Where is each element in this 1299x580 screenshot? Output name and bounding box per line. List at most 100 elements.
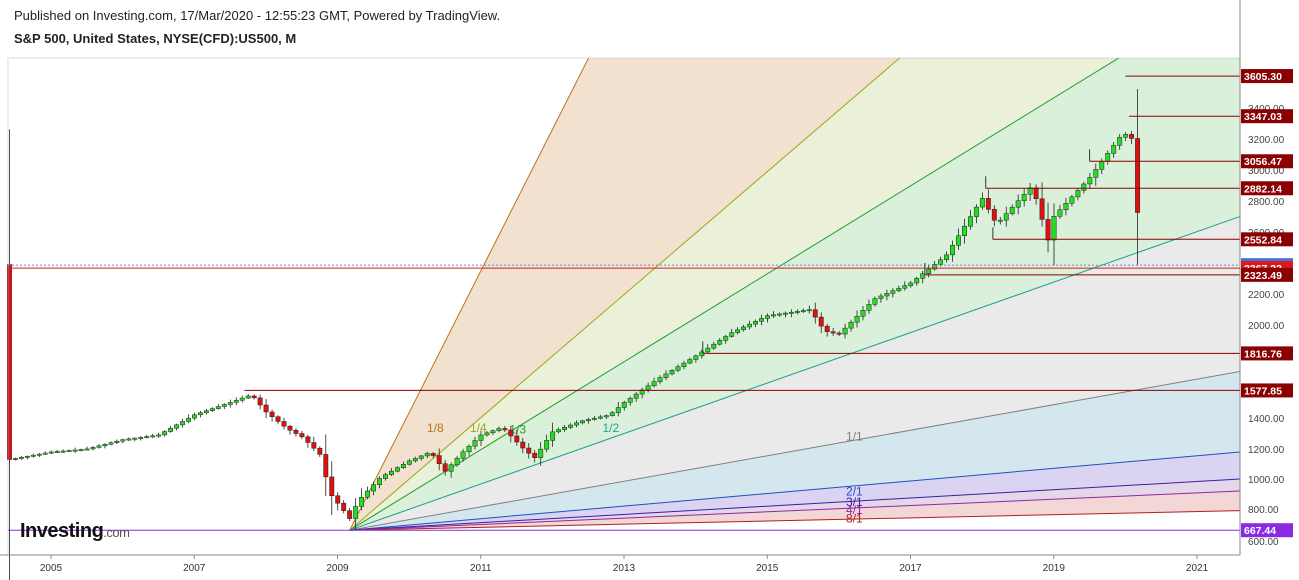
candle-body bbox=[759, 318, 764, 322]
y-tick-label: 3200.00 bbox=[1248, 135, 1285, 146]
candle-body bbox=[854, 315, 860, 323]
candle-body bbox=[24, 456, 30, 458]
candle-body bbox=[12, 458, 18, 460]
candle-body bbox=[735, 329, 741, 333]
candle-body bbox=[723, 336, 729, 341]
candle-body bbox=[287, 425, 293, 431]
fan-line-1 bbox=[349, 58, 901, 531]
candle-body bbox=[794, 311, 800, 313]
candle-body bbox=[627, 397, 633, 403]
candle-body bbox=[156, 434, 162, 437]
candle-body bbox=[1087, 177, 1093, 185]
y-tick-label: 2200.00 bbox=[1248, 290, 1285, 301]
candle-body bbox=[585, 419, 591, 422]
candle-body bbox=[418, 455, 424, 459]
candle-body bbox=[782, 312, 788, 315]
candle-body bbox=[502, 428, 508, 431]
candle-body bbox=[574, 422, 579, 426]
candle-body bbox=[1063, 203, 1069, 211]
candle-body bbox=[1027, 187, 1033, 195]
candle-body bbox=[699, 351, 705, 357]
candle-body bbox=[371, 484, 376, 492]
y-tick-label: 3000.00 bbox=[1248, 166, 1285, 177]
candle-body bbox=[645, 385, 651, 391]
candle-body bbox=[1003, 213, 1009, 221]
x-tick-label: 2007 bbox=[183, 563, 206, 574]
candle-body bbox=[186, 417, 191, 422]
candle-body bbox=[920, 273, 926, 279]
candle-body bbox=[866, 304, 872, 311]
candle-body bbox=[860, 310, 866, 317]
candle-body bbox=[394, 467, 400, 472]
candle-body bbox=[150, 435, 156, 438]
fan-label-6: 3/1 bbox=[846, 495, 863, 509]
candle-body bbox=[466, 445, 472, 453]
candle-body bbox=[508, 429, 514, 437]
candle-body bbox=[42, 452, 48, 455]
candle-body bbox=[544, 440, 550, 450]
candle-body bbox=[305, 436, 311, 443]
candle-body bbox=[144, 436, 150, 439]
level-tag-label: 2552.84 bbox=[1244, 234, 1282, 246]
candle-body bbox=[168, 427, 174, 432]
fan-line-3 bbox=[349, 215, 1240, 531]
candle-body bbox=[633, 393, 639, 399]
candle-body bbox=[347, 510, 353, 519]
candle-body bbox=[938, 259, 944, 265]
candle-body bbox=[275, 416, 281, 422]
candle-body bbox=[621, 402, 627, 408]
fan-label-4: 1/1 bbox=[846, 429, 863, 443]
y-tick-label: 1000.00 bbox=[1248, 475, 1285, 486]
candle-body bbox=[538, 448, 544, 458]
x-tick-label: 2011 bbox=[470, 563, 492, 574]
y-tick-label: 1200.00 bbox=[1248, 445, 1285, 456]
candle-body bbox=[693, 355, 699, 360]
symbol-title: S&P 500, United States, NYSE(CFD):US500,… bbox=[14, 31, 297, 46]
candle-body bbox=[490, 430, 496, 434]
price-levels bbox=[8, 75, 1240, 531]
candle-body bbox=[84, 448, 90, 451]
candle-body bbox=[1069, 196, 1075, 204]
candle-body bbox=[442, 463, 448, 472]
candle-body bbox=[209, 408, 215, 411]
level-tag-bg bbox=[1241, 232, 1293, 247]
candle-body bbox=[914, 278, 920, 284]
candle-body bbox=[365, 490, 371, 498]
candle-body bbox=[741, 326, 747, 331]
candle-body bbox=[818, 316, 824, 327]
fan-line-5 bbox=[349, 451, 1240, 531]
candle-body bbox=[1045, 219, 1051, 241]
candle-body bbox=[6, 264, 12, 460]
candle-body bbox=[580, 420, 585, 424]
level-tag-bg bbox=[1241, 154, 1293, 169]
x-tick-label: 2015 bbox=[756, 563, 779, 574]
y-tick-label: 600.00 bbox=[1248, 537, 1279, 548]
candle-body bbox=[806, 309, 812, 312]
candle-body bbox=[72, 449, 78, 452]
y-tick-label: 2800.00 bbox=[1248, 197, 1285, 208]
candle-body bbox=[335, 495, 341, 504]
candle-body bbox=[675, 366, 681, 371]
candle-body bbox=[967, 216, 973, 227]
candle-body bbox=[932, 264, 938, 270]
level-tag-label: 3605.30 bbox=[1244, 71, 1282, 83]
candle-body bbox=[926, 268, 932, 274]
plot-area[interactable]: 1/8 1/4 1/3 1/2 1/1 2/13/14/18/1 bbox=[6, 0, 1299, 580]
x-tick-label: 2019 bbox=[1043, 563, 1066, 574]
candle-body bbox=[60, 450, 66, 453]
candle-body bbox=[872, 298, 878, 305]
x-tick-label: 2013 bbox=[613, 563, 636, 574]
candle-body bbox=[705, 347, 711, 353]
fan-label-8: 8/1 bbox=[846, 512, 863, 526]
candle-body bbox=[48, 451, 54, 454]
fan-label-2: 1/3 bbox=[509, 423, 526, 437]
candle-body bbox=[299, 433, 305, 438]
fan-line-6 bbox=[349, 478, 1240, 531]
candle-body bbox=[991, 209, 997, 221]
candle-body bbox=[1009, 206, 1015, 214]
candle-body bbox=[1039, 198, 1045, 220]
candle-body bbox=[424, 453, 430, 457]
level-tag-label: 2882.14 bbox=[1244, 183, 1282, 195]
